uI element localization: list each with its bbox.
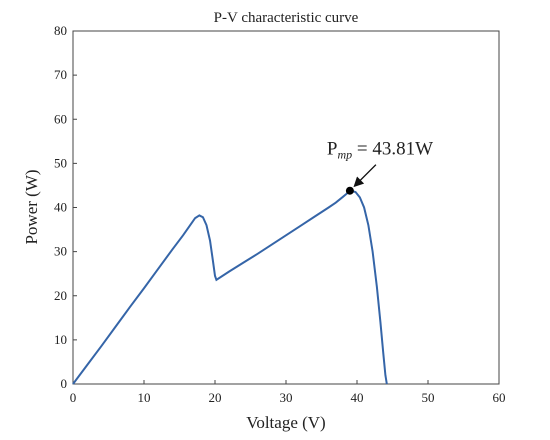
annotation-value: = 43.81W <box>352 139 433 160</box>
max-power-point <box>345 186 354 195</box>
y-tick-label: 30 <box>54 244 67 259</box>
x-tick-label: 50 <box>422 390 435 405</box>
annotation-subscript: mp <box>337 148 352 162</box>
pv-curve <box>72 189 388 385</box>
x-tick-label: 60 <box>493 390 506 405</box>
annotation-label: Pmp = 43.81W <box>327 139 433 162</box>
x-axis-label: Voltage (V) <box>246 413 325 432</box>
y-tick-label: 0 <box>61 376 68 391</box>
x-ticks: 0 10 20 30 40 50 60 <box>70 380 506 405</box>
x-tick-label: 20 <box>209 390 222 405</box>
y-tick-label: 20 <box>54 288 67 303</box>
y-ticks: 0 10 20 30 40 50 60 70 80 <box>54 23 77 391</box>
y-tick-label: 80 <box>54 23 67 38</box>
annotation-main: P <box>327 139 338 160</box>
y-tick-label: 40 <box>54 200 67 215</box>
y-tick-label: 70 <box>54 67 67 82</box>
y-tick-label: 60 <box>54 111 67 126</box>
x-tick-label: 0 <box>70 390 77 405</box>
x-tick-label: 40 <box>351 390 364 405</box>
x-tick-label: 30 <box>280 390 293 405</box>
y-tick-label: 10 <box>54 332 67 347</box>
chart-title: P-V characteristic curve <box>214 10 359 26</box>
annotation-arrow <box>353 164 377 188</box>
y-axis-label: Power (W) <box>22 169 41 244</box>
y-tick-label: 50 <box>54 155 67 170</box>
plot-area <box>72 30 500 385</box>
x-tick-label: 10 <box>138 390 151 405</box>
